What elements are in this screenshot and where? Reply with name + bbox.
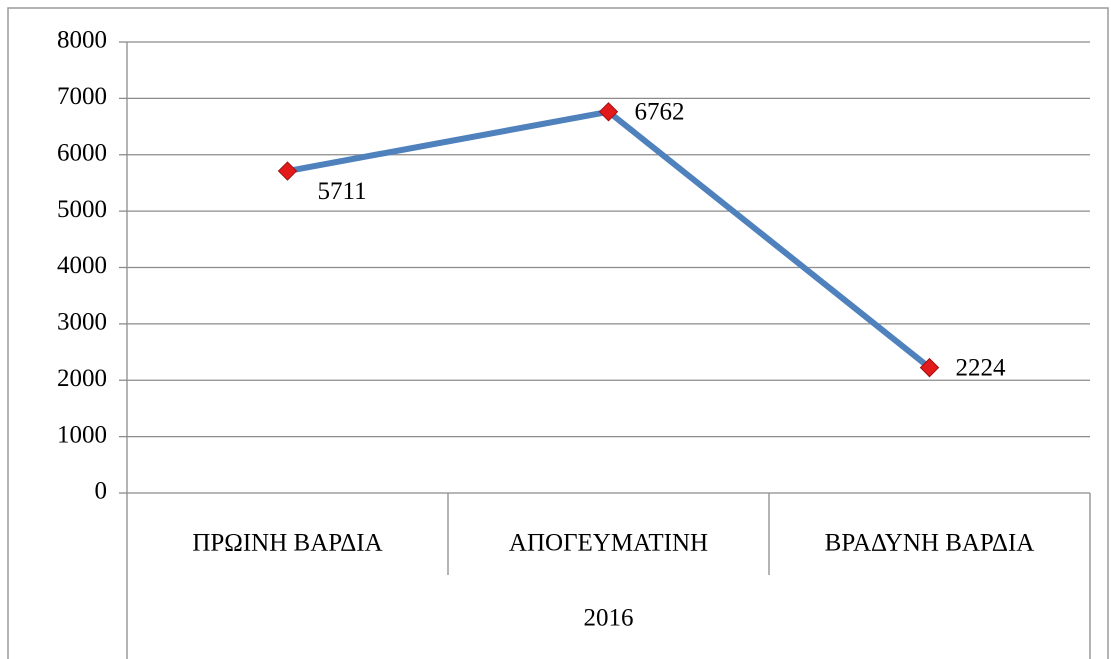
x-group-label: 2016 xyxy=(584,605,634,632)
y-tick-label: 6000 xyxy=(57,139,107,166)
data-label: 2224 xyxy=(956,354,1007,381)
series-line xyxy=(286,108,932,370)
y-tick-label: 5000 xyxy=(57,196,107,223)
y-tick-label: 0 xyxy=(95,478,108,505)
y-tick-label: 1000 xyxy=(57,421,107,448)
marker xyxy=(598,102,619,122)
x-tick-label: ΒΡΑΔΥΝΗ ΒΑΡΔΙΑ xyxy=(825,530,1035,557)
marker xyxy=(277,161,298,181)
y-tick-label: 4000 xyxy=(57,252,107,279)
chart-frame xyxy=(7,7,1109,659)
y-tick-label: 7000 xyxy=(57,83,107,110)
marker xyxy=(919,357,940,378)
x-tick-label: ΑΠΟΓΕΥΜΑΤΙΝΗ xyxy=(509,530,708,557)
y-tick-label: 3000 xyxy=(57,309,107,336)
y-tick-label: 8000 xyxy=(57,27,107,54)
data-label: 5711 xyxy=(318,178,367,205)
y-tick-label: 2000 xyxy=(57,365,107,392)
x-tick-label: ΠΡΩΙΝΗ ΒΑΡΔΙΑ xyxy=(192,530,382,557)
data-label: 6762 xyxy=(635,99,685,126)
